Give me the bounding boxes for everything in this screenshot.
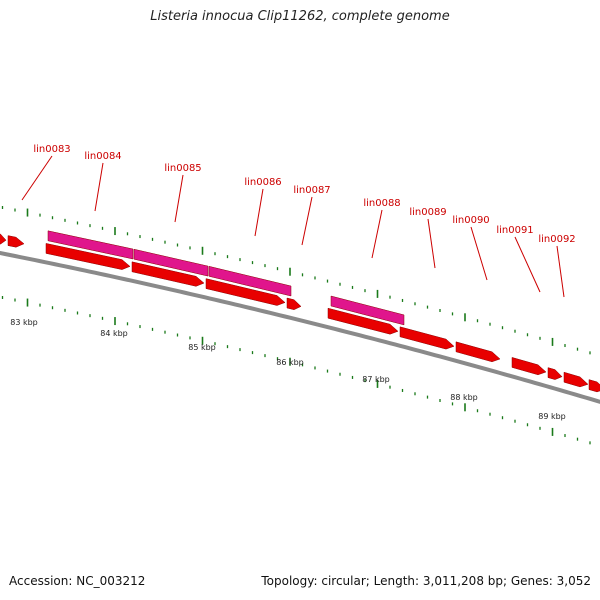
backbone-line: [0, 250, 600, 404]
kbp-label: 83 kbp: [10, 318, 38, 327]
gene-labels: lin0083 lin0084 lin0085 lin0086 lin0087 lin00…: [33, 144, 575, 245]
kbp-labels: 83 kbp 84 kbp 85 kbp 86 kbp 87 kbp 88 kbp 89 k…: [10, 318, 566, 421]
cds-arrow-lin0091: [511, 357, 547, 376]
genome-summary-text: Topology: circular; Length: 3,011,208 bp…: [261, 574, 591, 588]
leader-line: [514, 236, 541, 293]
kbp-label: 89 kbp: [538, 412, 566, 421]
label-leader-lines: [21, 155, 565, 298]
cds-arrow-lin0084: [45, 243, 131, 270]
leader-line: [470, 226, 488, 281]
cds-arrow: [588, 379, 600, 393]
gene-label-lin0088: lin0088: [363, 198, 400, 209]
inner-tick-track: [1, 296, 591, 445]
kbp-label: 84 kbp: [100, 329, 128, 338]
leader-line: [556, 245, 565, 298]
gene-feature-lin0085: [133, 248, 209, 277]
leader-line: [371, 209, 383, 259]
leader-line: [21, 155, 53, 201]
kbp-label: 88 kbp: [450, 393, 478, 402]
gene-label-lin0092: lin0092: [538, 234, 575, 245]
leader-line: [174, 174, 184, 223]
gene-label-lin0085: lin0085: [164, 163, 201, 174]
cds-arrow: [563, 371, 589, 388]
cds-arrow-lin0086: [205, 278, 286, 306]
cds-arrow-lin0085: [131, 261, 205, 287]
leader-line: [94, 162, 104, 212]
gene-feature-lin0084: [47, 230, 134, 260]
cds-arrow-lin0092: [547, 367, 563, 380]
gene-label-lin0083: lin0083: [33, 144, 70, 155]
genome-title: Listeria innocua Clip11262, complete gen…: [150, 9, 450, 24]
gene-feature-lin0088: [330, 295, 405, 326]
gene-feature-lin0086: [208, 265, 292, 297]
cds-arrow: [0, 233, 7, 245]
gene-label-lin0089: lin0089: [409, 207, 446, 218]
kbp-label: 86 kbp: [276, 358, 304, 367]
cds-arrow-lin0089: [399, 326, 455, 350]
gene-label-lin0091: lin0091: [496, 225, 533, 236]
gene-label-lin0086: lin0086: [244, 177, 281, 188]
kbp-label: 87 kbp: [362, 375, 390, 384]
cds-arrow-lin0090: [455, 341, 501, 363]
gene-label-lin0090: lin0090: [452, 215, 489, 226]
kbp-label: 85 kbp: [188, 343, 216, 352]
cds-arrow-lin0087: [286, 297, 302, 310]
cds-arrow: [7, 235, 25, 248]
leader-line: [254, 188, 264, 237]
genome-backbone: [0, 250, 600, 404]
cds-arrow-lin0088: [327, 307, 399, 335]
gene-label-lin0087: lin0087: [293, 185, 330, 196]
outer-tick-track: [1, 206, 591, 355]
leader-line: [427, 218, 436, 269]
leader-line: [301, 196, 313, 246]
feature-track: [0, 230, 600, 393]
accession-text: Accession: NC_003212: [9, 574, 146, 588]
gene-label-lin0084: lin0084: [84, 151, 121, 162]
